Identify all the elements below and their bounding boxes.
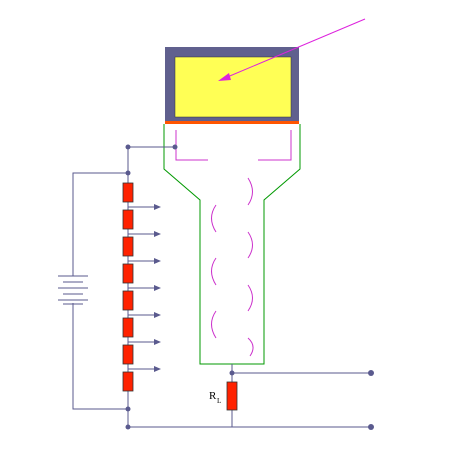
scintillator-crystal — [174, 56, 292, 118]
dynode-tap-arrow-icon — [154, 231, 161, 237]
divider-resistor — [122, 209, 134, 230]
wire-battery-top — [72, 172, 128, 276]
electron-arc — [211, 204, 217, 233]
electron-arc — [211, 257, 217, 286]
arrow-icon — [224, 18, 366, 79]
circuit-nodes — [125, 144, 374, 430]
dynode-tap-arrow-icon — [154, 312, 161, 318]
load-resistor-label: R — [209, 390, 217, 402]
node-dot — [172, 144, 178, 150]
electron-arc — [247, 337, 254, 357]
divider-resistor — [122, 344, 134, 365]
dynode-tap-arrow-icon — [154, 204, 161, 210]
arrow-head-icon — [218, 73, 231, 81]
wire-cathode — [127, 146, 175, 173]
photocathode-layer — [165, 121, 299, 124]
node-dot — [125, 424, 131, 430]
battery-icon — [58, 275, 88, 305]
divider-resistor — [122, 182, 134, 203]
node-dot — [125, 170, 131, 176]
load-resistor-subscript: L — [217, 397, 221, 405]
incoming-particle-arrow — [218, 18, 366, 81]
electron-arc — [247, 177, 253, 206]
output-terminal — [368, 424, 374, 430]
electron-cascade — [211, 177, 254, 357]
divider-resistor — [122, 290, 134, 311]
circuit-wiring — [72, 146, 371, 428]
dynode-tap-arrow-icon — [154, 258, 161, 264]
scintillator-assembly — [165, 47, 299, 124]
load-resistor — [226, 381, 238, 411]
left-electrode — [175, 130, 208, 161]
dynode-tap-arrow-icon — [154, 366, 161, 372]
voltage-divider — [122, 182, 161, 392]
divider-resistor — [122, 371, 134, 392]
divider-resistor — [122, 263, 134, 284]
electron-arc — [211, 310, 217, 339]
divider-resistor — [122, 236, 134, 257]
node-dot — [229, 370, 235, 376]
electron-arc — [247, 231, 253, 259]
dynode-tap-arrow-icon — [154, 285, 161, 291]
node-dot — [125, 406, 131, 412]
right-electrode — [258, 130, 292, 161]
dynode-tap-arrow-icon — [154, 339, 161, 345]
divider-resistor — [122, 317, 134, 338]
wire-battery-bottom — [72, 303, 128, 410]
focusing-electrodes — [175, 130, 292, 161]
node-dot — [125, 144, 131, 150]
output-terminal — [368, 370, 374, 376]
electron-arc — [247, 284, 253, 312]
